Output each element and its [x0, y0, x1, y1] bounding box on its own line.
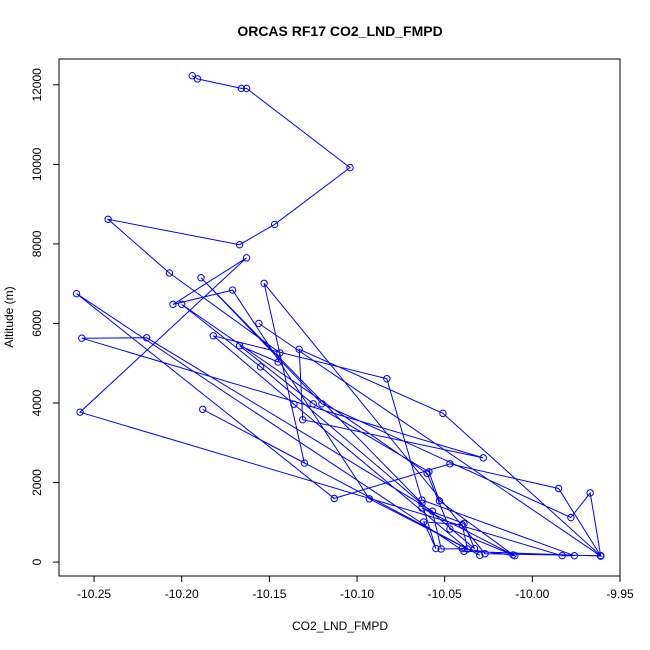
x-tick-label: -10.00 — [515, 587, 549, 601]
data-point — [178, 300, 186, 309]
data-point — [511, 552, 519, 560]
data-point — [365, 495, 374, 503]
data-point — [419, 518, 428, 526]
y-tick-label: 10000 — [30, 147, 44, 181]
data-point — [446, 460, 454, 468]
data-point — [346, 163, 354, 172]
data-point — [330, 494, 338, 503]
y-tick-label: 6000 — [30, 310, 44, 337]
x-tick-label: -10.10 — [340, 587, 374, 601]
data-point — [72, 289, 81, 298]
data-point — [235, 241, 244, 249]
data-point — [242, 84, 251, 93]
data-point — [383, 375, 391, 383]
x-tick-label: -10.05 — [428, 587, 462, 601]
data-point — [558, 552, 566, 560]
data-point — [104, 215, 112, 223]
x-tick-label: -9.95 — [606, 587, 634, 601]
data-point — [432, 544, 440, 553]
data-point — [197, 274, 205, 282]
data-point — [318, 400, 326, 408]
data-point — [235, 342, 244, 350]
data-point — [567, 513, 575, 522]
data-point — [597, 552, 605, 560]
data-points — [72, 72, 605, 560]
data-point — [290, 400, 298, 408]
data-point — [435, 497, 444, 505]
x-tick-label: -10.20 — [165, 587, 199, 601]
data-point — [418, 504, 426, 512]
x-tick-label: -10.15 — [252, 587, 286, 601]
data-point — [199, 405, 207, 414]
y-tick-label: 12000 — [30, 68, 44, 102]
data-point — [470, 544, 479, 553]
data-point — [142, 334, 151, 342]
data-point — [237, 84, 246, 93]
data-point — [78, 334, 86, 342]
y-axis: 0 2000 4000 6000 8000 10000 12000 — [30, 68, 59, 565]
data-point — [586, 489, 594, 497]
data-point — [76, 408, 84, 416]
plot-frame — [58, 58, 621, 577]
data-point — [479, 454, 487, 462]
data-point — [570, 552, 579, 560]
data-point — [476, 551, 484, 560]
data-point — [209, 332, 217, 340]
data-point — [300, 459, 309, 467]
data-point — [228, 286, 237, 294]
data-point — [309, 400, 317, 408]
y-tick-label: 8000 — [30, 230, 44, 257]
y-tick-label: 2000 — [30, 469, 44, 496]
data-point — [270, 220, 279, 229]
data-point — [458, 520, 466, 529]
data-point — [418, 496, 426, 504]
x-axis: -10.25 -10.20 -10.15 -10.10 -10.05 -10.00 -9.9… — [77, 576, 634, 601]
data-point — [260, 279, 268, 287]
data-point — [256, 363, 265, 371]
data-point — [165, 269, 174, 277]
x-tick-label: -10.25 — [77, 587, 111, 601]
data-point — [188, 72, 196, 80]
data-point — [481, 550, 489, 558]
data-point — [255, 319, 263, 328]
chart-title: ORCAS RF17 CO2_LND_FMPD — [237, 23, 442, 39]
data-point — [418, 499, 426, 507]
data-point — [446, 525, 454, 533]
x-axis-label: CO2_LND_FMPD — [292, 619, 388, 633]
data-point — [439, 409, 447, 418]
data-point — [276, 349, 284, 357]
data-point — [428, 507, 437, 515]
data-point — [425, 468, 433, 476]
data-point — [460, 519, 468, 528]
data-point — [242, 254, 251, 262]
data-point — [554, 484, 563, 493]
data-point — [298, 416, 307, 424]
y-axis-label: Altitude (m) — [2, 286, 16, 347]
data-point — [295, 345, 303, 354]
data-point — [423, 469, 431, 478]
data-point — [274, 358, 282, 366]
y-tick-label: 4000 — [30, 389, 44, 416]
data-point — [169, 300, 177, 309]
y-tick-label: 0 — [30, 558, 44, 565]
data-point — [460, 547, 468, 556]
data-point — [193, 75, 202, 83]
data-point — [437, 545, 445, 553]
series-line — [76, 75, 603, 558]
